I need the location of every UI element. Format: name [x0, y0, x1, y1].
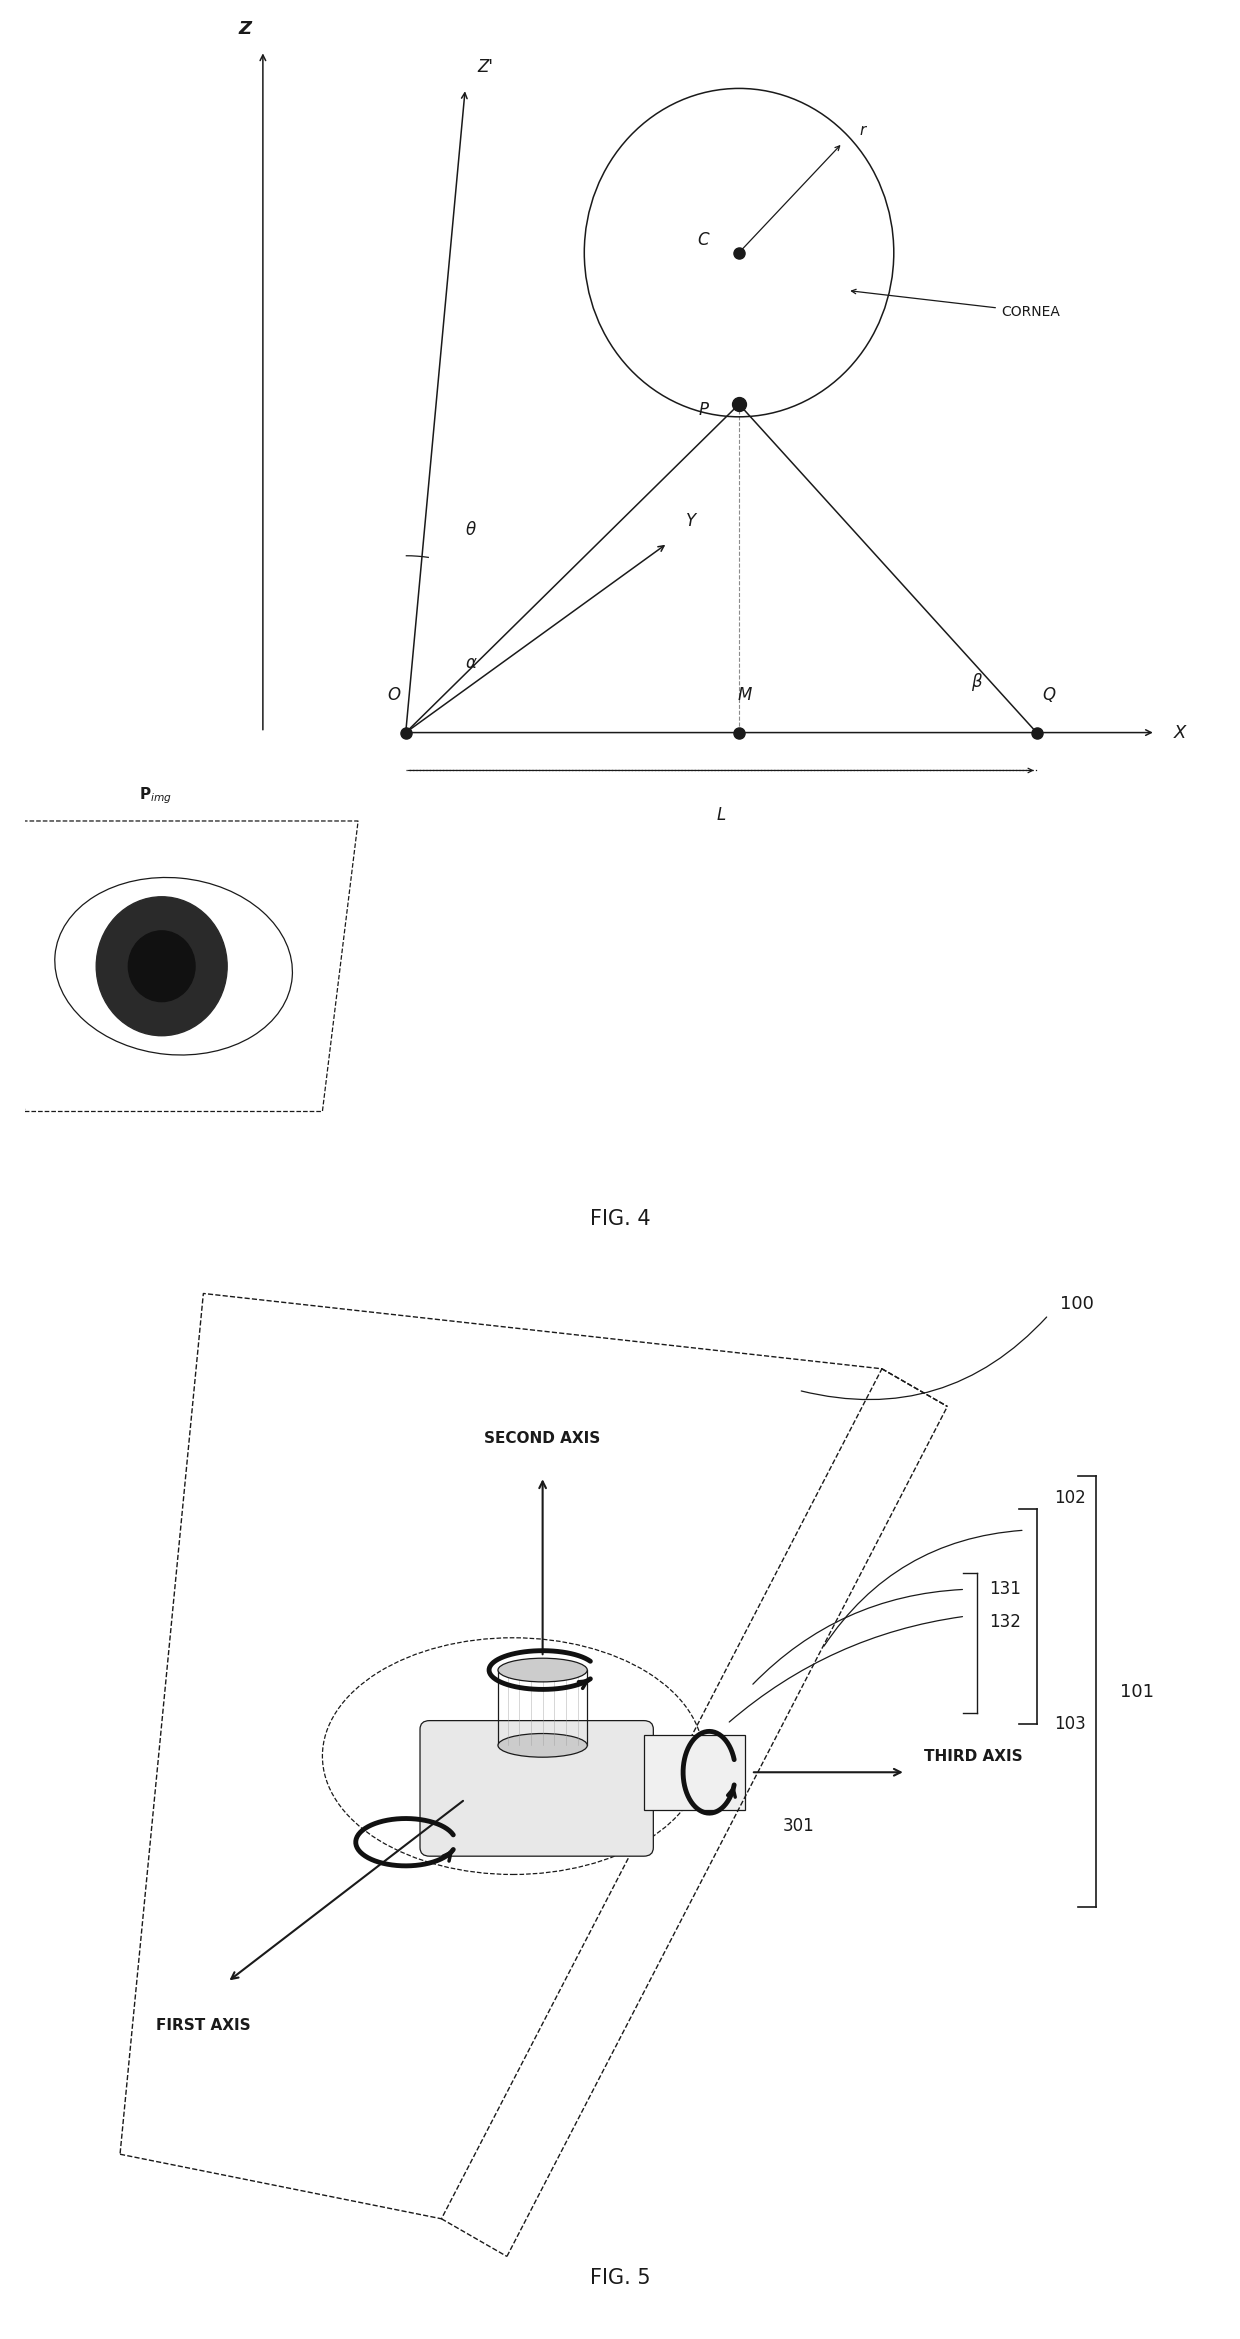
Text: $\beta$: $\beta$: [971, 671, 983, 692]
Text: Z': Z': [477, 58, 494, 75]
Text: L: L: [717, 805, 725, 823]
Text: O: O: [387, 685, 401, 704]
Text: 103: 103: [1054, 1714, 1086, 1733]
Text: 102: 102: [1054, 1490, 1086, 1506]
Text: SECOND AXIS: SECOND AXIS: [485, 1431, 600, 1446]
Text: THIRD AXIS: THIRD AXIS: [924, 1750, 1022, 1764]
Text: r: r: [859, 122, 866, 138]
Text: M: M: [738, 685, 753, 704]
Text: 301: 301: [782, 1817, 815, 1836]
Bar: [644, 1736, 745, 1810]
Ellipse shape: [498, 1658, 588, 1682]
Text: 131: 131: [990, 1581, 1021, 1598]
Text: FIRST AXIS: FIRST AXIS: [156, 2019, 250, 2033]
Text: C: C: [698, 232, 709, 248]
Text: X: X: [1173, 723, 1185, 741]
Text: FIG. 4: FIG. 4: [590, 1209, 650, 1228]
Ellipse shape: [498, 1733, 588, 1757]
Text: CORNEA: CORNEA: [852, 290, 1060, 318]
Circle shape: [97, 896, 227, 1036]
Text: $\mathbf{P}_{img}$: $\mathbf{P}_{img}$: [139, 786, 172, 807]
Circle shape: [129, 931, 195, 1001]
Text: 100: 100: [1060, 1296, 1095, 1312]
FancyBboxPatch shape: [420, 1722, 653, 1857]
Text: Q: Q: [1042, 685, 1055, 704]
Text: 101: 101: [1120, 1682, 1154, 1700]
Text: $\alpha$: $\alpha$: [465, 655, 477, 671]
Text: Y: Y: [686, 512, 696, 531]
Text: FIG. 5: FIG. 5: [590, 2269, 650, 2288]
Text: $\theta$: $\theta$: [465, 522, 477, 540]
Text: Z: Z: [238, 21, 252, 37]
Text: 132: 132: [990, 1612, 1021, 1630]
Text: P: P: [698, 402, 708, 419]
